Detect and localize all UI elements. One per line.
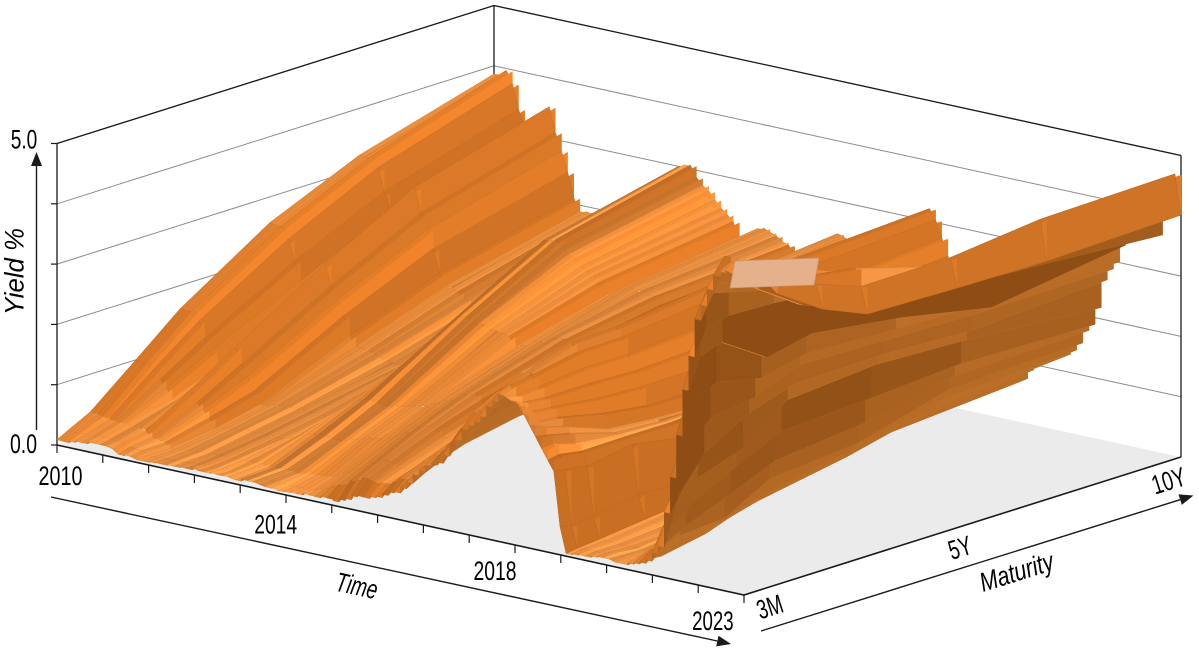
svg-text:2010: 2010 xyxy=(39,461,83,491)
svg-text:2014: 2014 xyxy=(254,509,297,539)
svg-text:Yield %: Yield % xyxy=(0,228,30,315)
svg-text:2023: 2023 xyxy=(692,606,734,636)
svg-text:0.0: 0.0 xyxy=(10,429,37,459)
svg-text:5.0: 5.0 xyxy=(11,125,38,155)
svg-text:2018: 2018 xyxy=(474,556,517,586)
